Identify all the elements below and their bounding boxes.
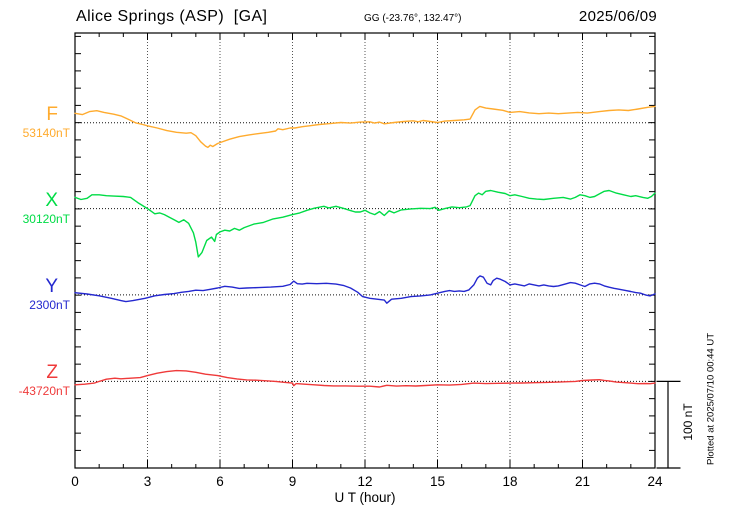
- geographic-coords: GG (-23.76°, 132.47°): [364, 13, 462, 24]
- channel-letter-Y: Y: [45, 275, 58, 297]
- channel-letter-X: X: [45, 189, 58, 211]
- station-title: Alice Springs (ASP) [GA]: [76, 8, 268, 25]
- trace-F: [74, 105, 656, 149]
- x-tick-label: 0: [71, 474, 79, 489]
- trace-X: [74, 189, 656, 258]
- x-tick-label: 15: [429, 474, 446, 489]
- x-tick-label: 12: [357, 474, 373, 489]
- plotted-at-note: Plotted at 2025/07/10 00:44 UT: [705, 332, 717, 466]
- x-tick-label: 6: [216, 474, 224, 489]
- trace-Z: [74, 369, 656, 388]
- channel-base-value-Z: -43720nT: [18, 384, 70, 399]
- channel-base-value-F: 53140nT: [22, 125, 70, 140]
- x-tick-label: 18: [502, 474, 518, 489]
- x-tick-label: 21: [574, 474, 591, 489]
- channel-base-value-Y: 2300nT: [29, 297, 70, 312]
- x-tick-label: 24: [647, 474, 663, 489]
- channel-base-value-X: 30120nT: [22, 211, 70, 226]
- scale-bar-label: 100 nT: [681, 403, 695, 441]
- trace-Y: [74, 275, 656, 304]
- plot-date: 2025/06/09: [578, 8, 657, 25]
- channel-letter-Z: Z: [46, 362, 58, 384]
- channel-letter-F: F: [46, 103, 58, 125]
- x-tick-label: 9: [288, 474, 297, 489]
- x-axis-label: U T (hour): [334, 490, 396, 505]
- x-tick-label: 3: [143, 474, 152, 489]
